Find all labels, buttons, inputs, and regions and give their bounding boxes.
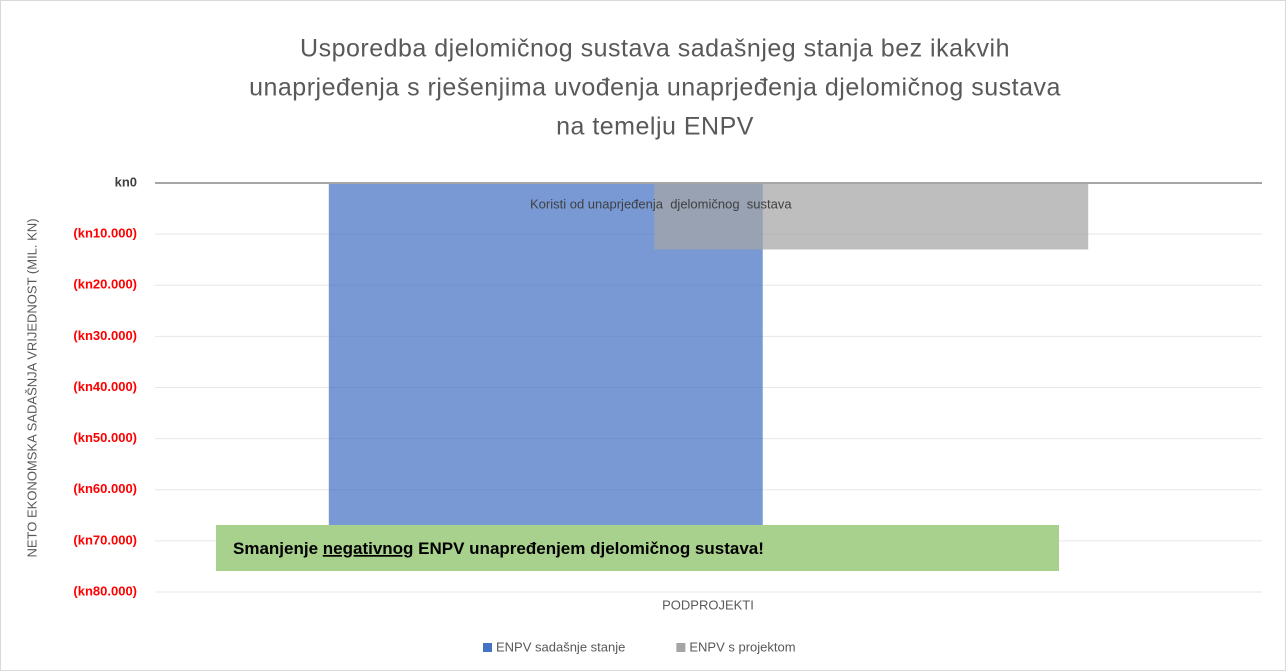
annotation-box — [216, 525, 1059, 571]
chart-title: na temelju ENPV — [556, 113, 754, 141]
legend-swatch — [676, 643, 686, 652]
legend-swatch — [483, 643, 492, 652]
y-tick-label: kn0 — [115, 174, 137, 189]
y-tick-label: (kn40.000) — [73, 379, 137, 394]
y-tick-label: (kn80.000) — [73, 583, 137, 598]
chart-title: unaprjeđenja s rješenjima uvođenja unapr… — [249, 74, 1061, 102]
annotation: Koristi od unaprjeđenja djelomičnog sust… — [530, 196, 792, 211]
annotation-part: ENPV unapređenjem djelomičnog sustava! — [413, 539, 763, 558]
y-tick-label: (kn70.000) — [73, 532, 137, 547]
y-tick-label: (kn60.000) — [73, 481, 137, 496]
y-tick-label: (kn50.000) — [73, 430, 137, 445]
legend-label: ENPV sadašnje stanje — [496, 639, 625, 654]
annotation-part: negativnog — [323, 539, 414, 558]
legend-label: ENPV s projektom — [689, 639, 795, 654]
annotation: Smanjenje negativnog ENPV unapređenjem d… — [233, 539, 764, 558]
bar — [654, 183, 1089, 250]
y-axis-label: NETO EKONOMSKA SADAŠNJA VRIJEDNOST (MIL.… — [24, 218, 39, 557]
chart-title: Usporedba djelomičnog sustava sadašnjeg … — [300, 35, 1010, 63]
y-tick-label: (kn20.000) — [73, 277, 137, 292]
y-tick-label: (kn30.000) — [73, 328, 137, 343]
y-tick-label: (kn10.000) — [73, 226, 137, 241]
x-axis-label: PODPROJEKTI — [662, 597, 754, 612]
annotation-part: Smanjenje — [233, 539, 323, 558]
